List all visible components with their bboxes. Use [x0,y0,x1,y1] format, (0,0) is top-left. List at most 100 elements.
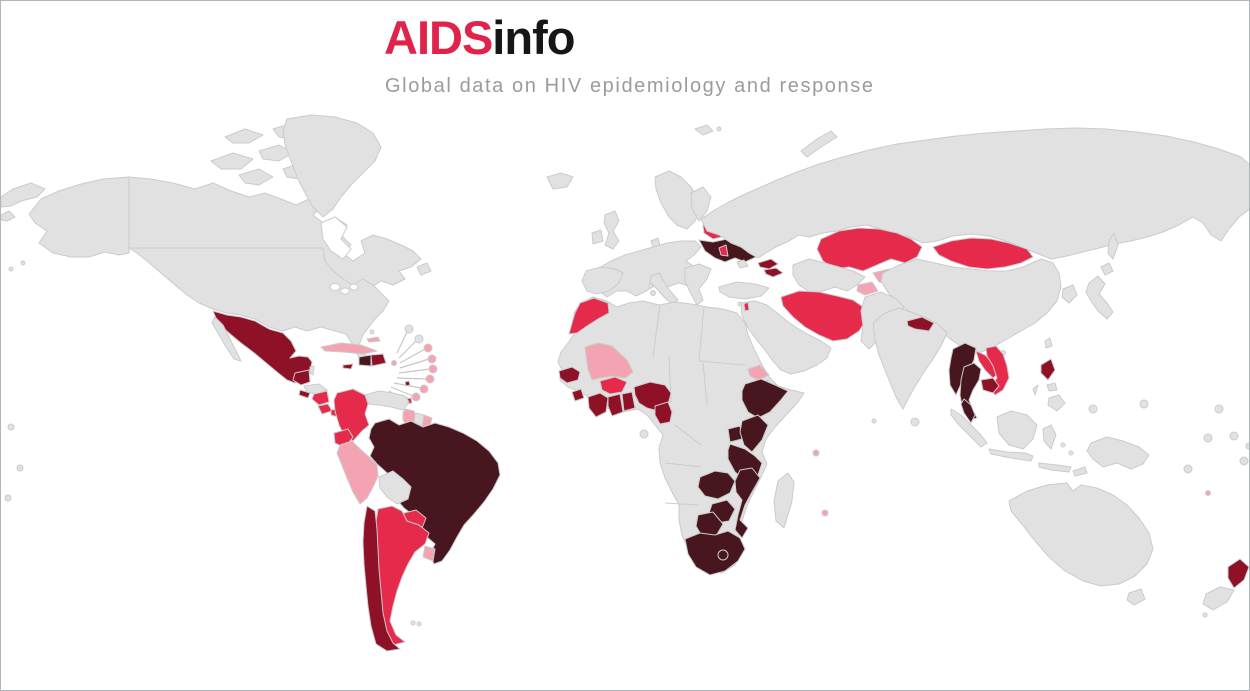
country-antilles-7[interactable] [419,384,429,394]
country-mexico-baja[interactable] [211,316,242,362]
country-alaska[interactable] [28,176,130,258]
country-morocco[interactable] [568,297,610,335]
country-mozambique[interactable] [734,467,761,539]
country-fiji[interactable] [1205,490,1211,496]
country-lesser-sunda[interactable] [1038,462,1072,473]
country-antilles-2[interactable] [414,334,424,344]
country-scandinavia[interactable] [654,170,702,230]
country-nepal[interactable] [906,316,935,332]
country-turkey[interactable] [718,281,770,300]
country-burkina-faso[interactable] [599,376,628,395]
country-costa-rica[interactable] [317,403,333,415]
country-arctic-island[interactable] [238,168,274,186]
country-arctic-island[interactable] [258,144,294,162]
country-lesotho[interactable] [717,549,729,561]
country-peru[interactable] [336,440,379,505]
country-falkland[interactable] [410,620,416,626]
country-togo-benin[interactable] [621,391,636,412]
country-aleutian-island[interactable] [8,266,14,272]
country-pacific-island[interactable] [4,494,12,502]
country-india[interactable] [872,307,948,410]
country-bahamas-cay[interactable] [369,329,375,335]
country-brazil[interactable] [368,418,501,565]
country-iberia[interactable] [581,266,624,295]
country-pacific-island[interactable] [1214,404,1224,414]
country-tasmania[interactable] [1126,588,1146,606]
country-russia[interactable] [700,127,1250,260]
country-iceland[interactable] [546,172,574,190]
country-greenland[interactable] [282,114,382,218]
country-zambia[interactable] [697,470,736,500]
country-georgia[interactable] [757,258,779,270]
country-mauritius[interactable] [821,509,829,517]
country-comoros[interactable] [812,449,820,457]
country-united-kingdom[interactable] [603,210,620,250]
country-belize[interactable] [309,365,315,376]
country-antilles-8[interactable] [411,392,421,402]
country-cote-divoire[interactable] [587,392,609,418]
country-philippines-palawan[interactable] [1032,384,1039,396]
country-malaysia[interactable] [960,398,976,424]
country-eritrea[interactable] [747,364,770,381]
country-ukraine-crimea[interactable] [736,259,749,269]
country-el-salvador[interactable] [298,389,311,399]
country-cameroon[interactable] [654,401,673,425]
country-ireland[interactable] [591,229,604,245]
country-philippines-visayas[interactable] [1046,382,1058,392]
country-chile[interactable] [362,505,401,652]
country-kenya[interactable] [739,414,769,453]
country-japan[interactable] [1085,275,1114,320]
country-iran[interactable] [780,290,868,342]
country-russia-east-tip[interactable] [1,182,46,208]
country-sao-tome[interactable] [639,429,649,439]
country-arctic-island[interactable] [224,128,264,144]
country-australia[interactable] [1008,482,1154,587]
country-finland[interactable] [690,186,712,222]
country-new-guinea[interactable] [1086,436,1150,470]
country-mali[interactable] [584,342,634,381]
country-turkmenistan-uzbekistan[interactable] [792,258,866,294]
country-new-zealand-stewart[interactable] [1202,612,1208,618]
country-pacific-island[interactable] [1183,464,1193,474]
country-novaya-zemlya[interactable] [800,130,838,158]
country-pacific-island[interactable] [1229,431,1239,441]
country-usa[interactable] [128,247,390,359]
country-antilles-1[interactable] [404,324,414,334]
country-antilles-3[interactable] [423,343,433,353]
country-puerto-rico[interactable] [391,360,397,366]
country-martinique[interactable] [404,380,411,387]
country-antilles-5[interactable] [428,364,438,374]
country-corsica[interactable] [648,283,654,289]
country-armenia-azerbaijan[interactable] [763,267,784,278]
country-sulawesi[interactable] [1042,424,1057,450]
country-pacific-island[interactable] [1088,404,1098,414]
country-antilles-4[interactable] [427,354,437,364]
country-pacific-island[interactable] [1239,456,1249,466]
country-aleutian-island[interactable] [20,260,26,266]
country-bahamas[interactable] [366,336,381,343]
country-colombia[interactable] [333,388,370,442]
country-arabian-peninsula[interactable] [740,300,832,375]
country-madagascar[interactable] [773,472,795,529]
country-cambodia[interactable] [980,377,1000,394]
country-timor[interactable] [1072,466,1088,477]
country-south-africa[interactable] [684,530,746,576]
country-philippines-luzon[interactable] [1040,358,1056,381]
country-svalbard-island[interactable] [716,126,722,132]
country-venezuela[interactable] [364,390,410,411]
country-sierra-leone[interactable] [571,388,585,402]
country-korea[interactable] [1061,284,1078,304]
country-jamaica[interactable] [342,363,354,370]
country-sumatra[interactable] [950,408,988,448]
country-ghana[interactable] [607,393,624,417]
country-newfoundland[interactable] [416,262,432,276]
country-haiti[interactable] [358,354,372,367]
country-dominican-republic[interactable] [370,353,387,367]
country-balkans[interactable] [684,263,712,306]
country-lebanon[interactable] [743,301,750,312]
country-pacific-island[interactable] [7,423,15,431]
aidsinfo-logo[interactable]: AIDSinfo [384,11,875,65]
country-new-zealand-south[interactable] [1202,586,1235,611]
country-moldova[interactable] [718,244,729,257]
country-bolivia[interactable] [378,470,412,505]
